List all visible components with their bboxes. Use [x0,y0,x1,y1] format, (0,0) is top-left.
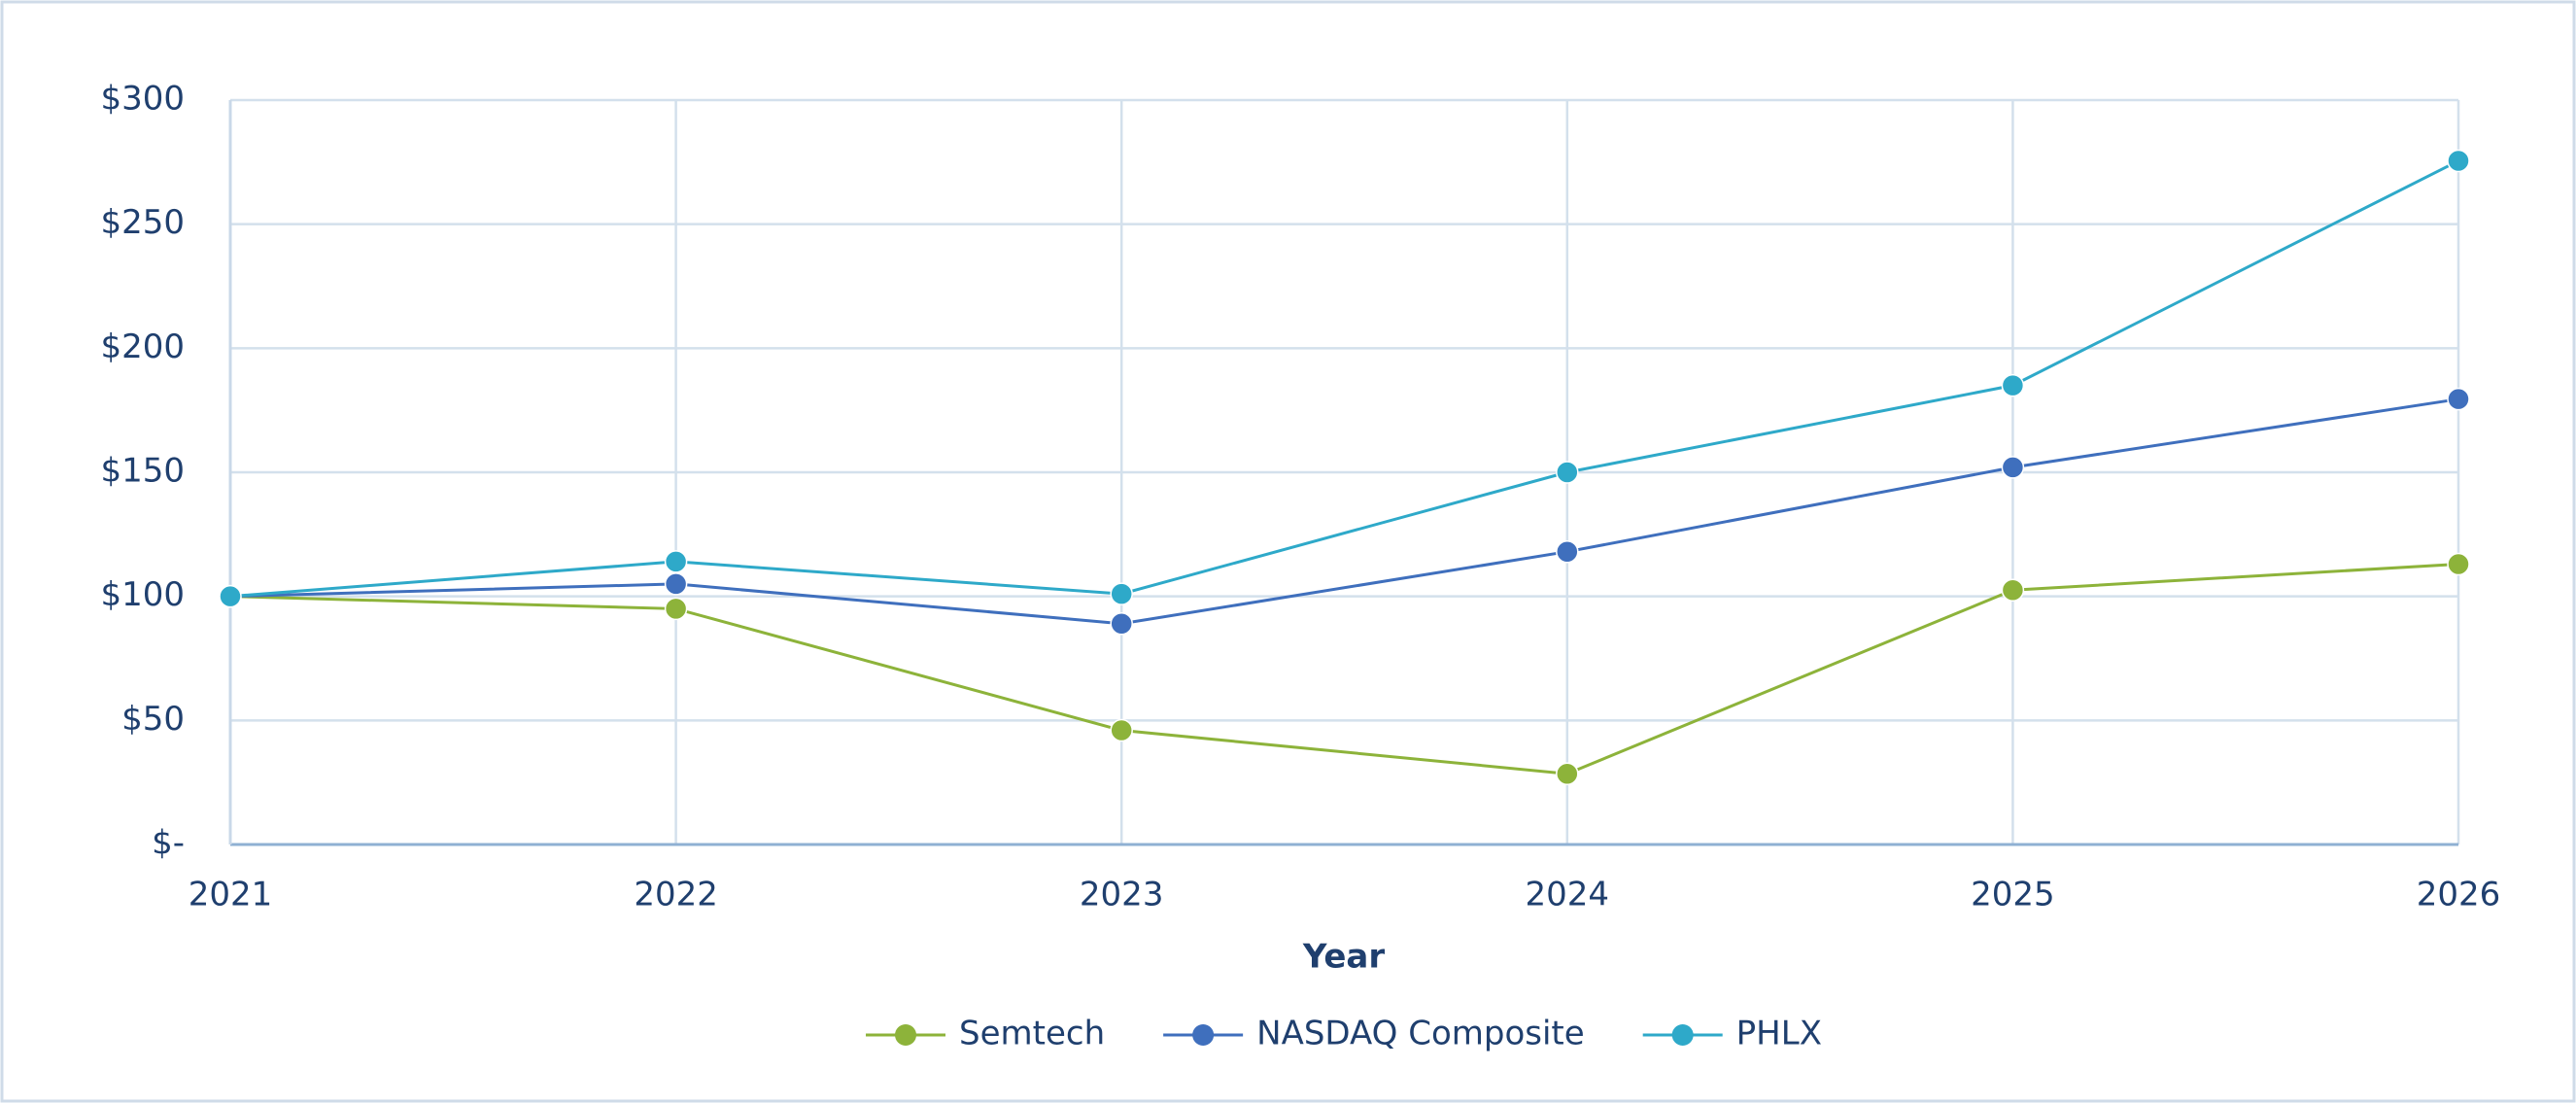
legend-label: Semtech [959,1015,1105,1053]
legend-marker [1192,1024,1215,1046]
legend-marker [1671,1024,1694,1046]
data-point [2447,387,2470,411]
legend-label: PHLX [1736,1015,1822,1053]
y-tick-label: $- [152,824,185,863]
x-tick-label: 2023 [1080,876,1164,914]
legend: Semtech NASDAQ Composite PHLX [866,1015,1822,1053]
data-point [1110,612,1133,636]
legend-marker [895,1024,917,1046]
data-point [1110,582,1133,605]
data-point [1556,461,1579,484]
data-point [1110,718,1133,742]
x-axis-title: Year [1302,938,1386,977]
x-tick-label: 2024 [1526,876,1610,914]
data-point [2447,149,2470,173]
data-point [664,572,688,596]
x-tick-label: 2026 [2417,876,2501,914]
data-point [664,597,688,621]
data-point [2001,373,2025,397]
y-tick-label: $100 [100,575,185,614]
data-point [219,584,242,608]
x-tick-label: 2025 [1971,876,2055,914]
y-tick-label: $50 [121,700,185,739]
y-tick-label: $300 [100,80,185,119]
data-point [1556,539,1579,564]
x-tick-label: 2021 [189,876,273,914]
data-point [2001,578,2025,603]
y-tick-label: $200 [100,327,185,366]
data-point [1556,762,1579,785]
data-point [2447,552,2470,576]
data-point [664,550,688,573]
series-line [229,159,2459,599]
series-line [229,562,2459,776]
series-line [229,397,2459,626]
data-point [2001,456,2025,479]
x-tick-label: 2022 [634,876,718,914]
y-tick-label: $150 [100,452,185,491]
y-tick-label: $250 [100,203,185,242]
legend-label: NASDAQ Composite [1256,1015,1585,1053]
